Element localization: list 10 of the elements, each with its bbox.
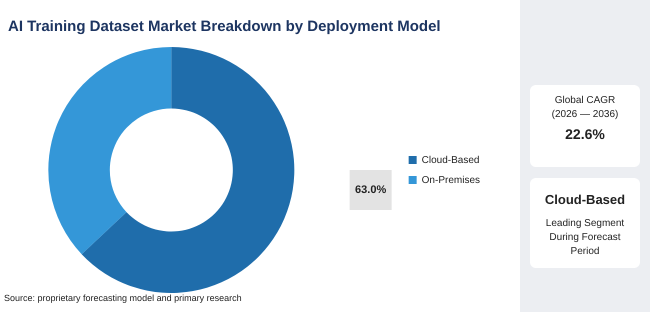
text: (2026 — 2036) (550, 109, 620, 120)
data-label: 63.0% (355, 184, 386, 196)
text: Global CAGR (554, 94, 616, 106)
source-note: Source: proprietary forecasting model and primary research (4, 293, 242, 303)
text: 22.6% (564, 126, 606, 142)
legend-label: On-Premises (422, 174, 480, 186)
text: Cloud-Based (544, 191, 626, 207)
chart-title: AI Training Dataset Market Breakdown by Deployment Model (8, 18, 441, 35)
text: Leading Segment During Forecast Period (544, 217, 626, 259)
legend-label: Cloud-Based (422, 154, 480, 166)
